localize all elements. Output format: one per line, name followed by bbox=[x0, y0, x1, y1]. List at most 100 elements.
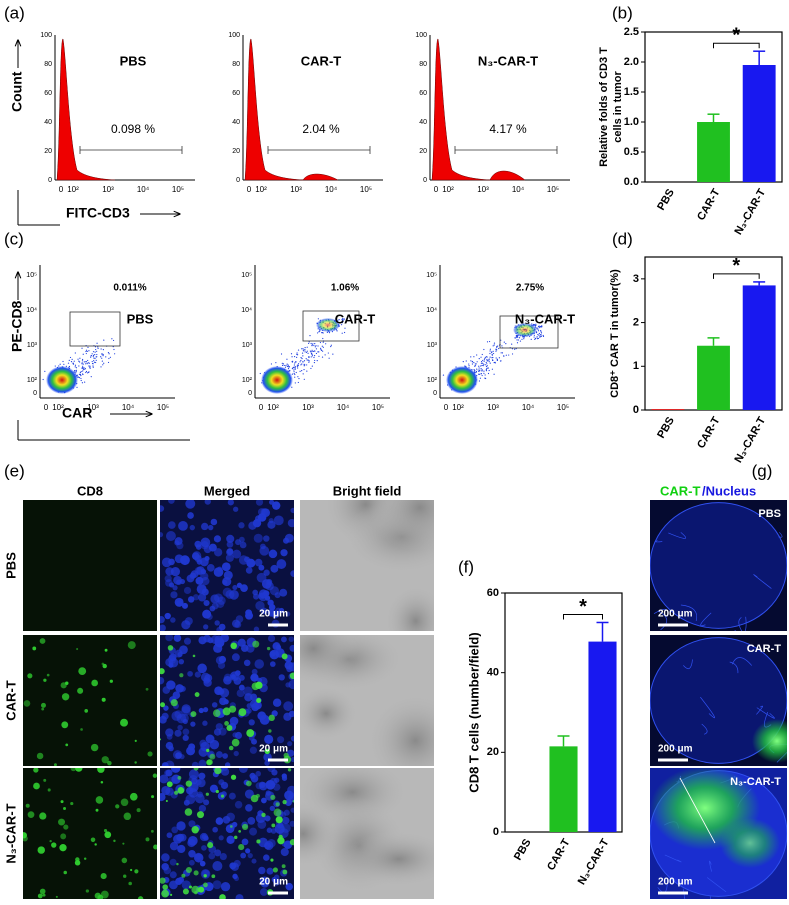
nucleus bbox=[220, 882, 231, 892]
nucleus bbox=[204, 674, 213, 683]
nucleus bbox=[215, 751, 223, 758]
cell bbox=[145, 687, 149, 691]
nucleus bbox=[202, 720, 208, 726]
micrograph bbox=[300, 500, 434, 631]
nucleus bbox=[273, 515, 284, 526]
cell bbox=[179, 673, 184, 678]
tumor-section bbox=[650, 500, 787, 631]
y-tick-label: 10² bbox=[242, 377, 253, 384]
cell bbox=[60, 682, 67, 689]
cell bbox=[242, 823, 249, 830]
cell bbox=[129, 792, 138, 801]
nucleus bbox=[203, 799, 210, 806]
cell bbox=[289, 672, 294, 680]
nucleus bbox=[165, 531, 176, 541]
event-dot bbox=[476, 361, 478, 363]
cell bbox=[85, 889, 90, 893]
event-dot bbox=[498, 347, 500, 350]
significance-bracket bbox=[713, 42, 760, 49]
cell bbox=[39, 888, 46, 895]
event-dot bbox=[107, 361, 110, 364]
cell bbox=[219, 894, 226, 899]
x-tick-label: 10⁵ bbox=[157, 403, 169, 412]
nucleus bbox=[233, 875, 240, 882]
nucleus bbox=[290, 756, 294, 763]
cell bbox=[228, 705, 237, 713]
event-dot bbox=[322, 332, 324, 334]
event-dot bbox=[303, 378, 305, 380]
x-tick-label: 0 bbox=[434, 185, 439, 194]
cell bbox=[100, 780, 104, 784]
nucleus bbox=[173, 575, 182, 585]
y-tick-label: 0 bbox=[633, 404, 639, 416]
event-dot bbox=[303, 368, 305, 371]
nucleus bbox=[226, 548, 234, 555]
event-dot bbox=[112, 339, 115, 342]
event-dot bbox=[485, 356, 488, 358]
event-dot bbox=[538, 334, 540, 336]
cell bbox=[63, 870, 68, 875]
cell bbox=[97, 894, 104, 899]
cell bbox=[104, 648, 108, 652]
event-dot bbox=[102, 364, 104, 366]
cell bbox=[151, 795, 155, 799]
y-tick-label: 100 bbox=[228, 32, 240, 39]
x-tick-label: 10² bbox=[67, 185, 79, 194]
event-dot bbox=[74, 364, 77, 366]
nucleus bbox=[178, 833, 187, 842]
tissue-fold bbox=[682, 888, 686, 899]
event-dot bbox=[481, 374, 483, 377]
event-dot bbox=[320, 349, 323, 352]
nucleus bbox=[255, 770, 261, 777]
event-dot bbox=[101, 357, 103, 359]
nucleus bbox=[238, 536, 245, 543]
cell bbox=[151, 829, 154, 833]
nucleus bbox=[195, 793, 205, 804]
nucleus bbox=[234, 670, 241, 676]
x-tick-label: 10⁴ bbox=[137, 185, 150, 194]
event-dot bbox=[539, 325, 541, 327]
event-dot bbox=[97, 346, 99, 348]
cell bbox=[270, 858, 274, 862]
bar bbox=[588, 641, 617, 832]
nucleus bbox=[284, 799, 292, 807]
nucleus bbox=[263, 535, 270, 542]
event-dot bbox=[288, 366, 290, 368]
cell bbox=[78, 667, 87, 676]
x-tick-label: 0 bbox=[59, 185, 64, 194]
cell bbox=[167, 645, 174, 651]
tissue-fold bbox=[700, 696, 716, 718]
measure-line bbox=[679, 777, 716, 844]
event-dot bbox=[82, 369, 85, 371]
cell bbox=[161, 889, 170, 898]
histogram bbox=[431, 38, 526, 181]
cell bbox=[177, 775, 182, 780]
event-dot bbox=[486, 363, 488, 365]
image-bg bbox=[23, 768, 157, 899]
event-dot bbox=[462, 360, 464, 363]
event-dot bbox=[480, 368, 482, 370]
bar bbox=[742, 285, 776, 410]
nucleus bbox=[163, 705, 169, 711]
panel-label: (c) bbox=[4, 229, 24, 248]
histogram bbox=[244, 38, 339, 181]
event-dot bbox=[318, 355, 320, 357]
event-dot bbox=[302, 355, 304, 357]
cell bbox=[289, 839, 294, 846]
y-tick-label: 1.0 bbox=[624, 116, 639, 128]
scale-label: 20 μm bbox=[259, 609, 288, 620]
significance-mark: * bbox=[732, 24, 740, 46]
event-dot bbox=[322, 346, 324, 348]
event-dot bbox=[538, 326, 540, 329]
y-tick-label: 0.0 bbox=[624, 176, 639, 188]
nucleus bbox=[178, 658, 185, 665]
nucleus bbox=[248, 719, 255, 726]
nucleus bbox=[240, 852, 247, 859]
event-dot bbox=[315, 348, 318, 350]
event-dot bbox=[328, 332, 331, 334]
cell bbox=[109, 679, 113, 683]
nucleus bbox=[255, 601, 265, 611]
event-dot bbox=[84, 367, 86, 370]
event-dot bbox=[499, 360, 502, 362]
y-tick-label: 60 bbox=[487, 587, 499, 599]
